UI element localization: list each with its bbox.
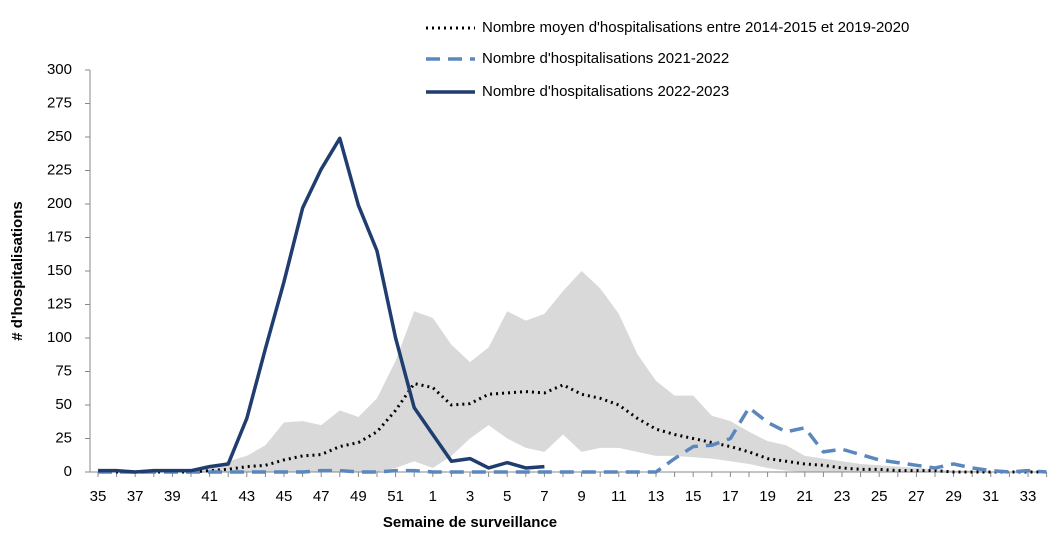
series-line bbox=[98, 136, 545, 474]
x-tick-label: 41 bbox=[201, 488, 218, 505]
y-tick-label: 100 bbox=[47, 329, 72, 346]
x-tick-label: 9 bbox=[577, 488, 585, 505]
y-tick-label: 125 bbox=[47, 295, 72, 312]
x-tick-label: 3 bbox=[466, 488, 474, 505]
x-tick-label: 1 bbox=[429, 488, 437, 505]
y-tick-label: 225 bbox=[47, 161, 72, 178]
x-tick-label: 37 bbox=[127, 488, 144, 505]
legend-label: Nombre moyen d'hospitalisations entre 20… bbox=[482, 19, 909, 36]
y-tick-label: 0 bbox=[64, 463, 72, 480]
x-tick-label: 43 bbox=[238, 488, 255, 505]
x-tick-label: 45 bbox=[276, 488, 293, 505]
y-tick-label: 250 bbox=[47, 128, 72, 145]
range-band bbox=[98, 271, 1047, 472]
x-tick-label: 27 bbox=[908, 488, 925, 505]
x-tick-label: 11 bbox=[611, 488, 627, 505]
x-axis-label: Semaine de surveillance bbox=[383, 514, 557, 531]
y-tick-label: 200 bbox=[47, 195, 72, 212]
y-tick-label: 75 bbox=[55, 362, 72, 379]
y-tick-label: 300 bbox=[47, 61, 72, 78]
x-tick-label: 15 bbox=[685, 488, 702, 505]
x-tick-label: 7 bbox=[540, 488, 548, 505]
x-tick-label: 5 bbox=[503, 488, 511, 505]
x-tick-label: 47 bbox=[313, 488, 330, 505]
x-tick-label: 31 bbox=[982, 488, 999, 505]
y-tick-label: 175 bbox=[47, 228, 72, 245]
legend-label: Nombre d'hospitalisations 2022-2023 bbox=[482, 83, 729, 100]
x-tick-label: 19 bbox=[759, 488, 776, 505]
y-tick-label: 275 bbox=[47, 94, 72, 111]
x-tick-label: 51 bbox=[387, 488, 404, 505]
y-axis-label: # d'hospitalisations bbox=[9, 201, 26, 340]
x-tick-label: 25 bbox=[871, 488, 888, 505]
x-tick-label: 17 bbox=[722, 488, 739, 505]
y-tick-label: 50 bbox=[55, 396, 72, 413]
x-tick-label: 49 bbox=[350, 488, 367, 505]
x-tick-label: 21 bbox=[796, 488, 813, 505]
x-tick-label: 13 bbox=[648, 488, 665, 505]
x-tick-label: 29 bbox=[945, 488, 962, 505]
series-line bbox=[98, 382, 1047, 474]
legend-label: Nombre d'hospitalisations 2021-2022 bbox=[482, 50, 729, 67]
x-tick-label: 23 bbox=[834, 488, 851, 505]
x-tick-label: 39 bbox=[164, 488, 181, 505]
x-tick-label: 33 bbox=[1020, 488, 1037, 505]
y-tick-label: 25 bbox=[55, 429, 72, 446]
y-tick-label: 150 bbox=[47, 262, 72, 279]
series-line bbox=[98, 405, 1047, 474]
x-tick-label: 35 bbox=[90, 488, 107, 505]
